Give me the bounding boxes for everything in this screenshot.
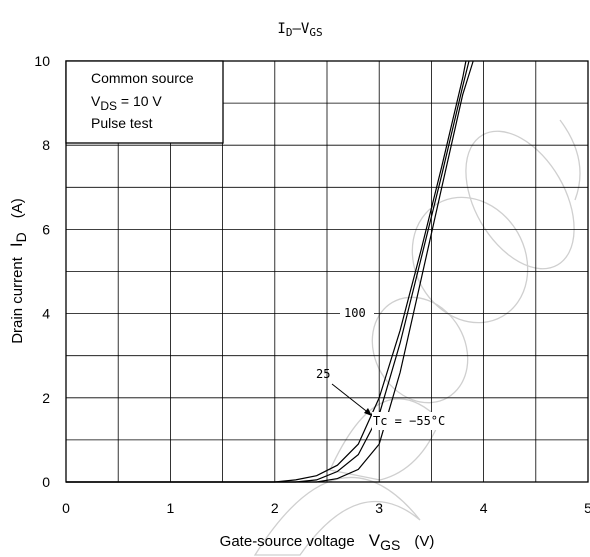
x-axis-label: Gate-source voltage VGS (V): [220, 531, 435, 553]
x-tick-label: 3: [375, 500, 383, 516]
annotation-25: 25: [316, 367, 330, 381]
y-tick-label: 4: [42, 306, 50, 322]
y-tick-label: 10: [34, 53, 50, 69]
x-tick-label: 1: [167, 500, 175, 516]
grid: [66, 61, 588, 482]
annotation-100: 100: [344, 306, 366, 320]
annotation-tc: Tc = −55°C: [373, 414, 445, 428]
plot-frame: [65, 60, 589, 483]
curve-annotations: 100 25 Tc = −55°C: [316, 303, 466, 430]
y-tick-label: 6: [42, 221, 50, 237]
annotation-25-leader: [331, 383, 371, 415]
legend-line-1: Common source: [91, 70, 194, 86]
legend-line-3: Pulse test: [91, 115, 153, 131]
y-tick-label: 2: [42, 390, 50, 406]
curve-series-0: [66, 60, 467, 483]
watermark: [253, 119, 581, 556]
y-axis-label: Drain currentID(A): [7, 198, 29, 344]
x-tick-label: 0: [62, 500, 70, 516]
x-tick-labels: 0 1 2 3 4 5: [62, 500, 590, 516]
y-tick-label: 0: [42, 474, 50, 490]
x-tick-label: 4: [480, 500, 488, 516]
x-tick-label: 2: [271, 500, 279, 516]
x-tick-label: 5: [584, 500, 590, 516]
legend-box: Common source VDS = 10 V Pulse test: [65, 60, 224, 144]
y-tick-label: 8: [42, 137, 50, 153]
curve-series-2: [66, 60, 474, 483]
y-tick-labels: 0 2 4 6 8 10: [34, 53, 50, 490]
chart-title: ID–VGS: [277, 21, 322, 39]
annotation-25-arrowhead: [364, 408, 372, 416]
legend-line-2: VDS = 10 V: [91, 93, 162, 113]
